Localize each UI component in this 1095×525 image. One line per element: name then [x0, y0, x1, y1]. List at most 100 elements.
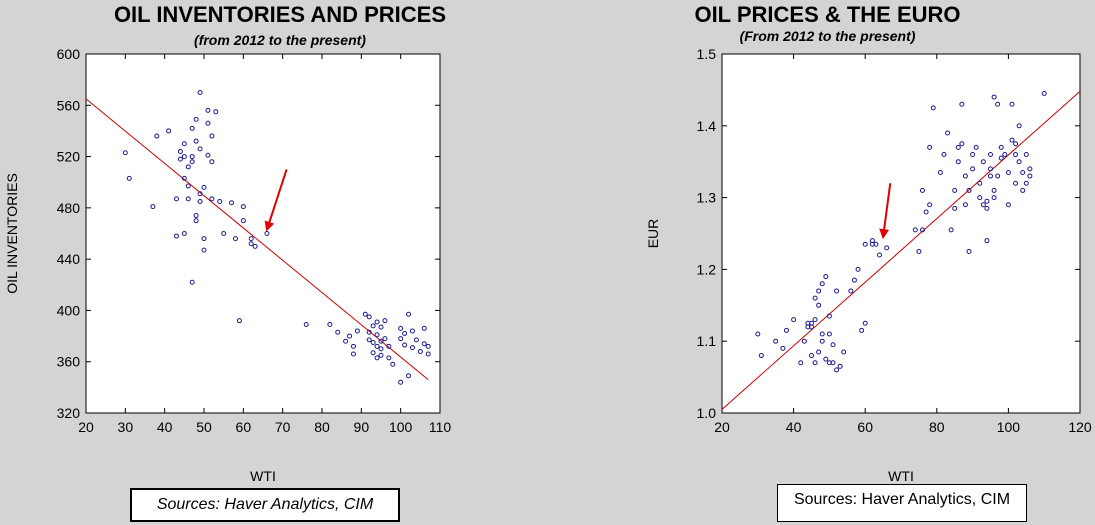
scatter-point [209, 159, 215, 165]
scatter-point [366, 329, 372, 335]
scatter-point [205, 152, 211, 158]
y-tick-label: 600 [57, 46, 81, 62]
chart-subtitle: (From 2012 to the present) [739, 28, 916, 44]
scatter-point [862, 320, 868, 326]
scatter-point [1016, 159, 1022, 165]
scatter-point [1005, 202, 1011, 208]
scatter-point [809, 320, 814, 326]
scatter-point [409, 328, 415, 334]
y-tick-label: 1.0 [697, 405, 717, 421]
scatter-point [809, 353, 814, 359]
scatter-point [205, 120, 211, 126]
x-tick-label: 40 [786, 419, 802, 435]
scatter-point [988, 166, 993, 172]
scatter-point [948, 227, 954, 233]
scatter-point [962, 202, 968, 208]
y-tick-label: 560 [57, 97, 81, 113]
scatter-point [217, 198, 223, 204]
x-tick-label: 60 [857, 419, 873, 435]
scatter-point [374, 319, 380, 325]
x-tick-label: 50 [196, 419, 212, 435]
scatter-point [335, 329, 341, 335]
scatter-point [181, 141, 187, 147]
y-tick-label: 1.2 [697, 261, 717, 277]
x-tick-label: 20 [714, 419, 730, 435]
scatter-point [221, 231, 227, 236]
scatter-point [185, 164, 191, 170]
scatter-point [919, 187, 925, 193]
scatter-point [980, 202, 986, 208]
scatter-point [1013, 152, 1019, 158]
scatter-point [205, 107, 211, 113]
scatter-point [213, 109, 219, 115]
y-tick-label: 1.5 [697, 46, 717, 62]
scatter-point [962, 173, 968, 179]
scatter-point [966, 187, 972, 193]
scatter-point [1009, 137, 1015, 143]
scatter-point [122, 150, 128, 156]
scatter-point [189, 154, 195, 160]
scatter-point [409, 345, 415, 351]
scatter-point [189, 159, 195, 165]
scatter-point [374, 355, 380, 361]
scatter-point [343, 338, 349, 344]
scatter-point [197, 89, 203, 95]
scatter-point [232, 236, 238, 242]
scatter-point [780, 345, 786, 351]
scatter-point [816, 349, 822, 355]
y-tick-label: 400 [57, 302, 81, 318]
scatter-point [945, 130, 951, 136]
scatter-point [425, 351, 431, 357]
chart-subtitle: (from 2012 to the present) [194, 32, 366, 48]
scatter-point [851, 277, 857, 283]
scatter-point [927, 202, 933, 208]
scatter-point [812, 360, 818, 366]
scatter-point [378, 338, 384, 344]
scatter-point [362, 311, 368, 317]
regression-line [721, 90, 1081, 410]
scatter-point [980, 159, 986, 165]
scatter-point [229, 200, 235, 206]
scatter-point [421, 341, 427, 347]
scatter-point [966, 248, 972, 254]
x-tick-label: 70 [275, 419, 291, 435]
scatter-point [959, 141, 965, 147]
chart-panel-oil-inventories: OIL INVENTORIES AND PRICES (from 2012 to… [4, 2, 451, 522]
scatter-point [998, 155, 1004, 161]
scatter-point [919, 227, 925, 233]
scatter-point [991, 94, 997, 100]
scatter-point [189, 125, 195, 131]
scatter-point [406, 373, 412, 379]
scatter-point [819, 281, 825, 287]
scatter-point [197, 191, 203, 197]
scatter-point [816, 288, 822, 294]
scatter-point [970, 152, 976, 158]
scatter-point [826, 331, 832, 337]
scatter-point [193, 138, 199, 144]
source-note: Sources: Haver Analytics, CIM [130, 488, 400, 522]
scatter-point [181, 231, 187, 236]
scatter-point [181, 154, 187, 160]
scatter-point [783, 327, 789, 333]
scatter-point [1020, 169, 1026, 175]
scatter-point [398, 325, 404, 331]
scatter-point [937, 169, 943, 175]
scatter-point [150, 204, 156, 210]
y-tick-label: 520 [57, 149, 81, 165]
scatter-point [801, 338, 807, 344]
scatter-point [327, 322, 333, 328]
scatter-point [798, 360, 804, 366]
scatter-point [1027, 173, 1033, 179]
scatter-point [398, 379, 404, 385]
scatter-point [837, 363, 843, 369]
scatter-point [201, 184, 207, 190]
scatter-point [869, 238, 875, 244]
scatter-point [959, 101, 965, 107]
y-tick-label: 360 [57, 354, 81, 370]
scatter-point [189, 279, 195, 285]
y-axis-label: EUR [645, 219, 661, 249]
scatter-point [303, 322, 309, 328]
source-note: Sources: Haver Analytics, CIM [777, 484, 1027, 522]
x-tick-label: 80 [929, 419, 945, 435]
scatter-point [197, 198, 203, 204]
